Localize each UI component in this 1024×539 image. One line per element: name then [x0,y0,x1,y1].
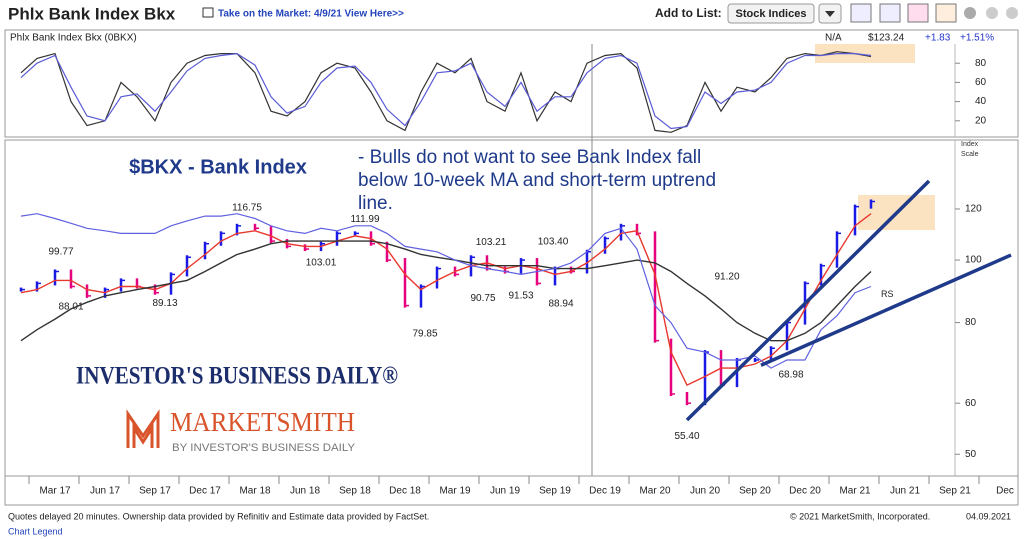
x-tick-label: Mar 19 [439,486,471,497]
marketsmith-icon [126,409,160,448]
x-axis-row [4,475,1019,506]
price-label: 90.75 [470,293,495,304]
panel-title: Phlx Bank Index Bkx (0BKX) [10,33,137,44]
disclaimer: Quotes delayed 20 minutes. Ownership dat… [8,511,429,521]
x-tick-label: Jun 17 [90,486,120,497]
promo-icon [202,7,214,18]
stoch-panel [4,29,1019,138]
x-tick-label: Dec 20 [789,486,821,497]
list-button[interactable] [727,3,815,24]
price-label: 55.40 [674,431,699,442]
x-tick-label: Mar 18 [239,486,271,497]
x-tick-label: Jun 19 [490,486,520,497]
price-label: 103.21 [476,237,507,248]
x-tick-label: Dec 19 [589,486,621,497]
promo-link[interactable]: Take on the Market: 4/9/21 View Here>> [218,9,404,20]
price-label: 79.85 [412,329,437,340]
price-label: 88.01 [58,301,83,312]
list-button-label: Stock Indices [736,8,807,20]
trend-line [685,179,931,422]
price-label: 116.75 [232,202,262,213]
y-tick-label: 40 [975,96,987,107]
quote-change: +1.83 [925,33,951,44]
x-tick-label: Sep 20 [739,486,771,497]
series-line [20,51,872,133]
tool-icon[interactable] [879,3,901,23]
x-tick-label: Jun 20 [690,486,720,497]
y-tick-label: 20 [975,115,987,126]
price-label: 103.40 [538,236,569,247]
x-tick-label: Sep 17 [139,486,171,497]
dropdown-arrow [825,11,835,17]
price-label: 91.20 [714,272,739,283]
y-tick-label: 80 [975,58,987,69]
help-icon[interactable] [986,7,998,19]
quote-price: $123.24 [868,33,905,44]
series-label: RS [881,289,894,299]
x-tick-label: Mar 20 [639,486,671,497]
price-label: 68.98 [778,370,803,381]
marketsmith-sub: BY INVESTOR'S BUSINESS DAILY [172,442,356,454]
series-line [20,240,872,342]
x-tick-label: Sep 21 [939,486,971,497]
x-tick-label: Dec 18 [389,486,421,497]
x-tick-label: Mar 17 [39,486,71,497]
date: 04.09.2021 [966,511,1011,521]
x-tick-label: Jun 18 [290,486,320,497]
marketsmith-logo: MARKETSMITH [170,407,355,437]
x-tick-label: Jun 21 [890,486,920,497]
copyright: © 2021 MarketSmith, Incorporated. [790,511,930,521]
x-tick-label: Sep 19 [539,486,571,497]
tool-icon[interactable] [907,3,929,23]
tool-icon[interactable] [850,3,872,23]
trend-line [760,253,1012,367]
price-label: 111.99 [350,214,380,225]
price-label: 91.53 [508,290,533,301]
series-line [20,213,872,369]
y-tick-label: 80 [965,317,977,328]
add-to-list-label: Add to List: [655,6,722,20]
y-tick-label: 60 [975,77,987,88]
ibd-logo: INVESTOR'S BUSINESS DAILY® [76,363,398,390]
x-tick-label: Mar 21 [839,486,871,497]
price-label: 89.13 [152,298,177,309]
price-label: 99.77 [48,246,73,257]
x-tick-label: Sep 18 [339,486,371,497]
tool-icon[interactable] [935,3,957,23]
series-line [20,52,872,130]
legend-link[interactable]: Chart Legend [8,526,63,536]
page-title: Phlx Bank Index Bkx [8,4,176,23]
y-tick-label: 120 [965,204,982,215]
price-label: 103.01 [306,257,337,268]
y-tick-label: 50 [965,449,977,460]
annotation-note: - Bulls do not want to see Bank Index fa… [358,147,717,214]
y-axis-label: Index Scale [961,141,979,158]
chart-title: $BKX - Bank Index [129,156,307,178]
price-label: 88.94 [548,299,573,310]
settings-icon[interactable] [964,7,976,19]
x-tick-label: Dec 17 [189,486,221,497]
quote-status: N/A [825,33,842,44]
quote-change-pct: +1.51% [960,33,994,44]
series-line [20,213,872,387]
highlight-box [815,44,915,63]
y-tick-label: 60 [965,398,977,409]
x-tick-label: Dec [996,486,1014,497]
y-tick-label: 100 [965,255,982,266]
print-icon[interactable] [1006,7,1018,19]
